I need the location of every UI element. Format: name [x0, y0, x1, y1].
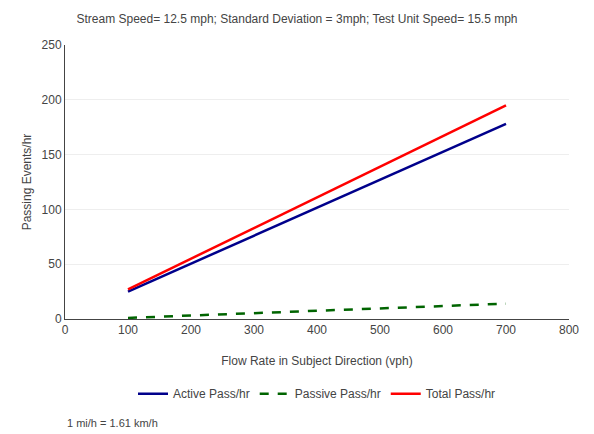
svg-text:100: 100	[42, 203, 62, 217]
svg-text:800: 800	[559, 323, 579, 337]
svg-text:Flow Rate in Subject Direction: Flow Rate in Subject Direction (vph)	[221, 354, 412, 368]
svg-text:0: 0	[62, 323, 69, 337]
svg-text:Passing Events/hr: Passing Events/hr	[20, 134, 34, 231]
svg-text:400: 400	[307, 323, 327, 337]
svg-text:Total Pass/hr: Total Pass/hr	[426, 387, 495, 401]
svg-text:150: 150	[42, 148, 62, 162]
svg-text:Stream Speed= 12.5 mph; Standa: Stream Speed= 12.5 mph; Standard Deviati…	[76, 12, 517, 26]
svg-text:250: 250	[42, 38, 62, 52]
svg-text:50: 50	[48, 257, 62, 271]
svg-text:500: 500	[370, 323, 390, 337]
svg-text:700: 700	[496, 323, 516, 337]
svg-text:200: 200	[181, 323, 201, 337]
svg-text:200: 200	[42, 93, 62, 107]
svg-text:1 mi/h = 1.61 km/h: 1 mi/h = 1.61 km/h	[67, 417, 158, 429]
svg-text:300: 300	[244, 323, 264, 337]
svg-text:100: 100	[118, 323, 138, 337]
svg-text:Passive Pass/hr: Passive Pass/hr	[295, 387, 381, 401]
svg-text:Active Pass/hr: Active Pass/hr	[173, 387, 250, 401]
svg-text:0: 0	[55, 312, 62, 326]
svg-text:600: 600	[433, 323, 453, 337]
